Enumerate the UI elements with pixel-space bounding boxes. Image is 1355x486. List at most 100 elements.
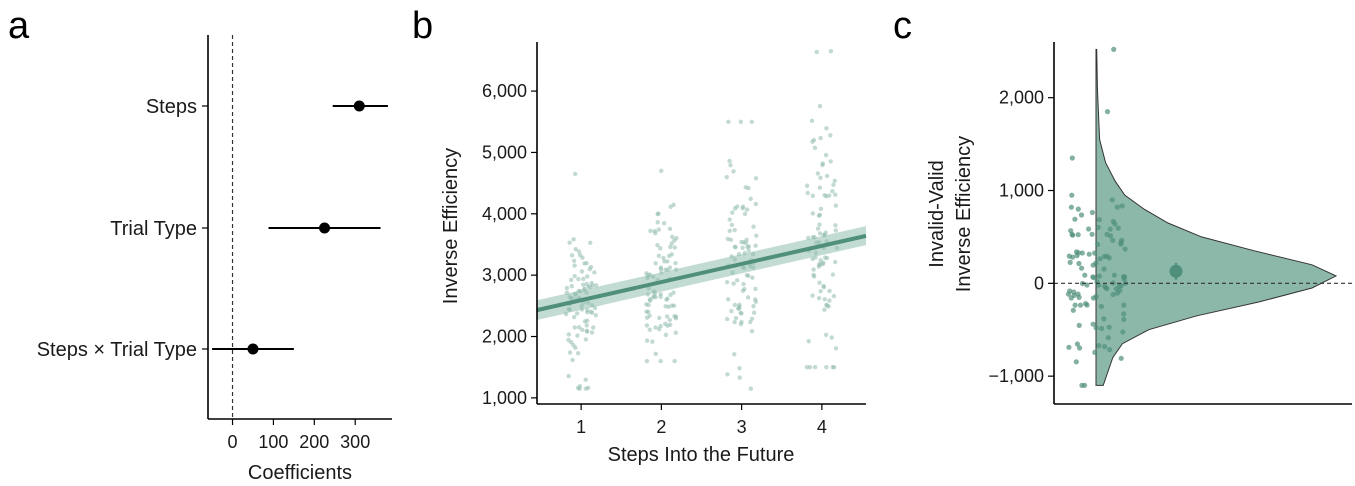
panel-b-point	[729, 308, 734, 314]
panel-b-point	[823, 230, 828, 235]
panel-b-point	[566, 373, 571, 379]
panel-c-y-ticks: −1,000 0 1,000 2,000	[988, 88, 1054, 386]
panel-b-point	[661, 255, 666, 261]
panel-b-point	[653, 325, 658, 330]
panel-b-point	[568, 295, 573, 301]
panel-b-point	[581, 282, 586, 287]
panel-c-point	[1101, 266, 1107, 272]
panel-b-y-tick-label: 3,000	[482, 265, 527, 285]
panel-c-y-tick-label: 1,000	[999, 181, 1044, 201]
panel-b-point	[584, 290, 589, 295]
panel-b-point	[585, 274, 590, 279]
panel-c-y-tick-label: 2,000	[999, 88, 1044, 108]
panel-b-point	[667, 226, 673, 232]
panel-b-point	[737, 375, 742, 380]
panel-b-point	[748, 196, 753, 202]
panel-b-point	[832, 178, 837, 184]
panel-c-point	[1119, 203, 1125, 209]
panel-c-point	[1078, 212, 1085, 218]
panel-b-point	[669, 241, 674, 246]
panel-b-point	[671, 290, 676, 295]
panel-b-point	[830, 189, 835, 194]
panel-c-point	[1079, 382, 1085, 388]
panel-c-point	[1106, 255, 1112, 261]
panel-b-point	[751, 310, 757, 315]
panel-b-point	[734, 204, 740, 209]
panel-c-point	[1092, 349, 1098, 355]
panel-b-point	[644, 271, 649, 276]
panel-b-fit-line	[536, 233, 867, 313]
panel-b-point	[814, 240, 819, 245]
panel-c-point	[1084, 302, 1090, 308]
panel-b-point	[581, 276, 586, 282]
panel-c-point	[1107, 226, 1113, 232]
panel-b-point	[566, 332, 572, 337]
panel-b-point	[817, 231, 823, 236]
panel-b-x-tick-label: 1	[576, 417, 586, 437]
panel-b-point	[753, 176, 759, 181]
panel-b-point	[587, 284, 593, 290]
panel-b-point	[834, 245, 840, 251]
panel-c-point	[1095, 241, 1101, 247]
panel-b-point	[751, 303, 756, 309]
panel-b-point	[805, 190, 810, 196]
panel-c-point	[1120, 329, 1126, 335]
panel-b-point	[753, 201, 759, 207]
panel-b-point	[753, 243, 758, 248]
panel-b-point	[729, 254, 734, 259]
panel-c-point	[1069, 231, 1075, 238]
panel-letter-b: b	[412, 5, 433, 47]
panel-c-y-tick-label: 0	[1034, 273, 1044, 293]
panel-b-point	[589, 280, 594, 286]
panel-b-y-tick-label: 1,000	[482, 388, 527, 408]
panel-b-point	[576, 249, 582, 254]
panel-b-point	[833, 192, 838, 197]
panel-b-point	[572, 171, 578, 177]
panel-b-point	[726, 119, 731, 124]
panel-b-point	[732, 319, 737, 325]
panel-c-point	[1096, 343, 1102, 349]
panel-b-point	[731, 169, 736, 174]
panel-b-point	[568, 277, 574, 283]
panel-a-x-tick-label: 100	[258, 432, 288, 452]
panel-c-raincloud-plot: −1,000 0 1,000 2,000 Invalid-Valid Inverse …	[926, 42, 1352, 405]
panel-b-point	[580, 255, 585, 260]
panel-b-point	[584, 328, 589, 334]
panel-b-point	[740, 206, 745, 211]
panel-b-point	[659, 270, 664, 275]
panel-c-point	[1093, 293, 1099, 300]
panel-b-point	[741, 281, 746, 287]
panel-c-point	[1105, 335, 1111, 341]
panel-b-point	[811, 267, 816, 272]
panel-b-point	[647, 272, 653, 277]
panel-b-point	[745, 244, 750, 250]
panel-b-point	[817, 185, 823, 190]
panel-c-point	[1065, 291, 1072, 297]
panel-b-point	[824, 194, 829, 199]
panel-c-point	[1079, 250, 1085, 256]
panel-b-point	[735, 278, 740, 283]
panel-b-point	[752, 297, 758, 302]
panel-b-point	[574, 311, 580, 316]
panel-c-point	[1107, 347, 1113, 353]
panel-c-point	[1104, 286, 1110, 292]
panel-b-point	[726, 297, 731, 302]
panel-b-point	[828, 133, 833, 138]
panel-b-point	[647, 327, 652, 332]
panel-b-point	[729, 222, 735, 228]
panel-b-point	[833, 346, 839, 351]
panel-b-point	[817, 212, 823, 218]
panel-b-y-tick-label: 6,000	[482, 81, 527, 101]
panel-c-point	[1118, 282, 1124, 289]
panel-a-term-2: Steps × Trial Type	[37, 339, 294, 361]
panel-c-point	[1072, 302, 1078, 308]
panel-b-point	[727, 158, 732, 164]
panel-b-point	[749, 329, 755, 334]
panel-c-point	[1104, 109, 1111, 115]
panel-b-point	[658, 323, 663, 329]
panel-b-point	[824, 173, 830, 179]
panel-b-scatter-plot: 1,000 2,000 3,000 4,000 5,000 6,000 1 2 3 4 Step…	[440, 42, 867, 466]
panel-a-term-1: Trial Type	[110, 218, 381, 240]
panel-b-point	[572, 263, 577, 268]
panel-b-point	[567, 350, 573, 355]
